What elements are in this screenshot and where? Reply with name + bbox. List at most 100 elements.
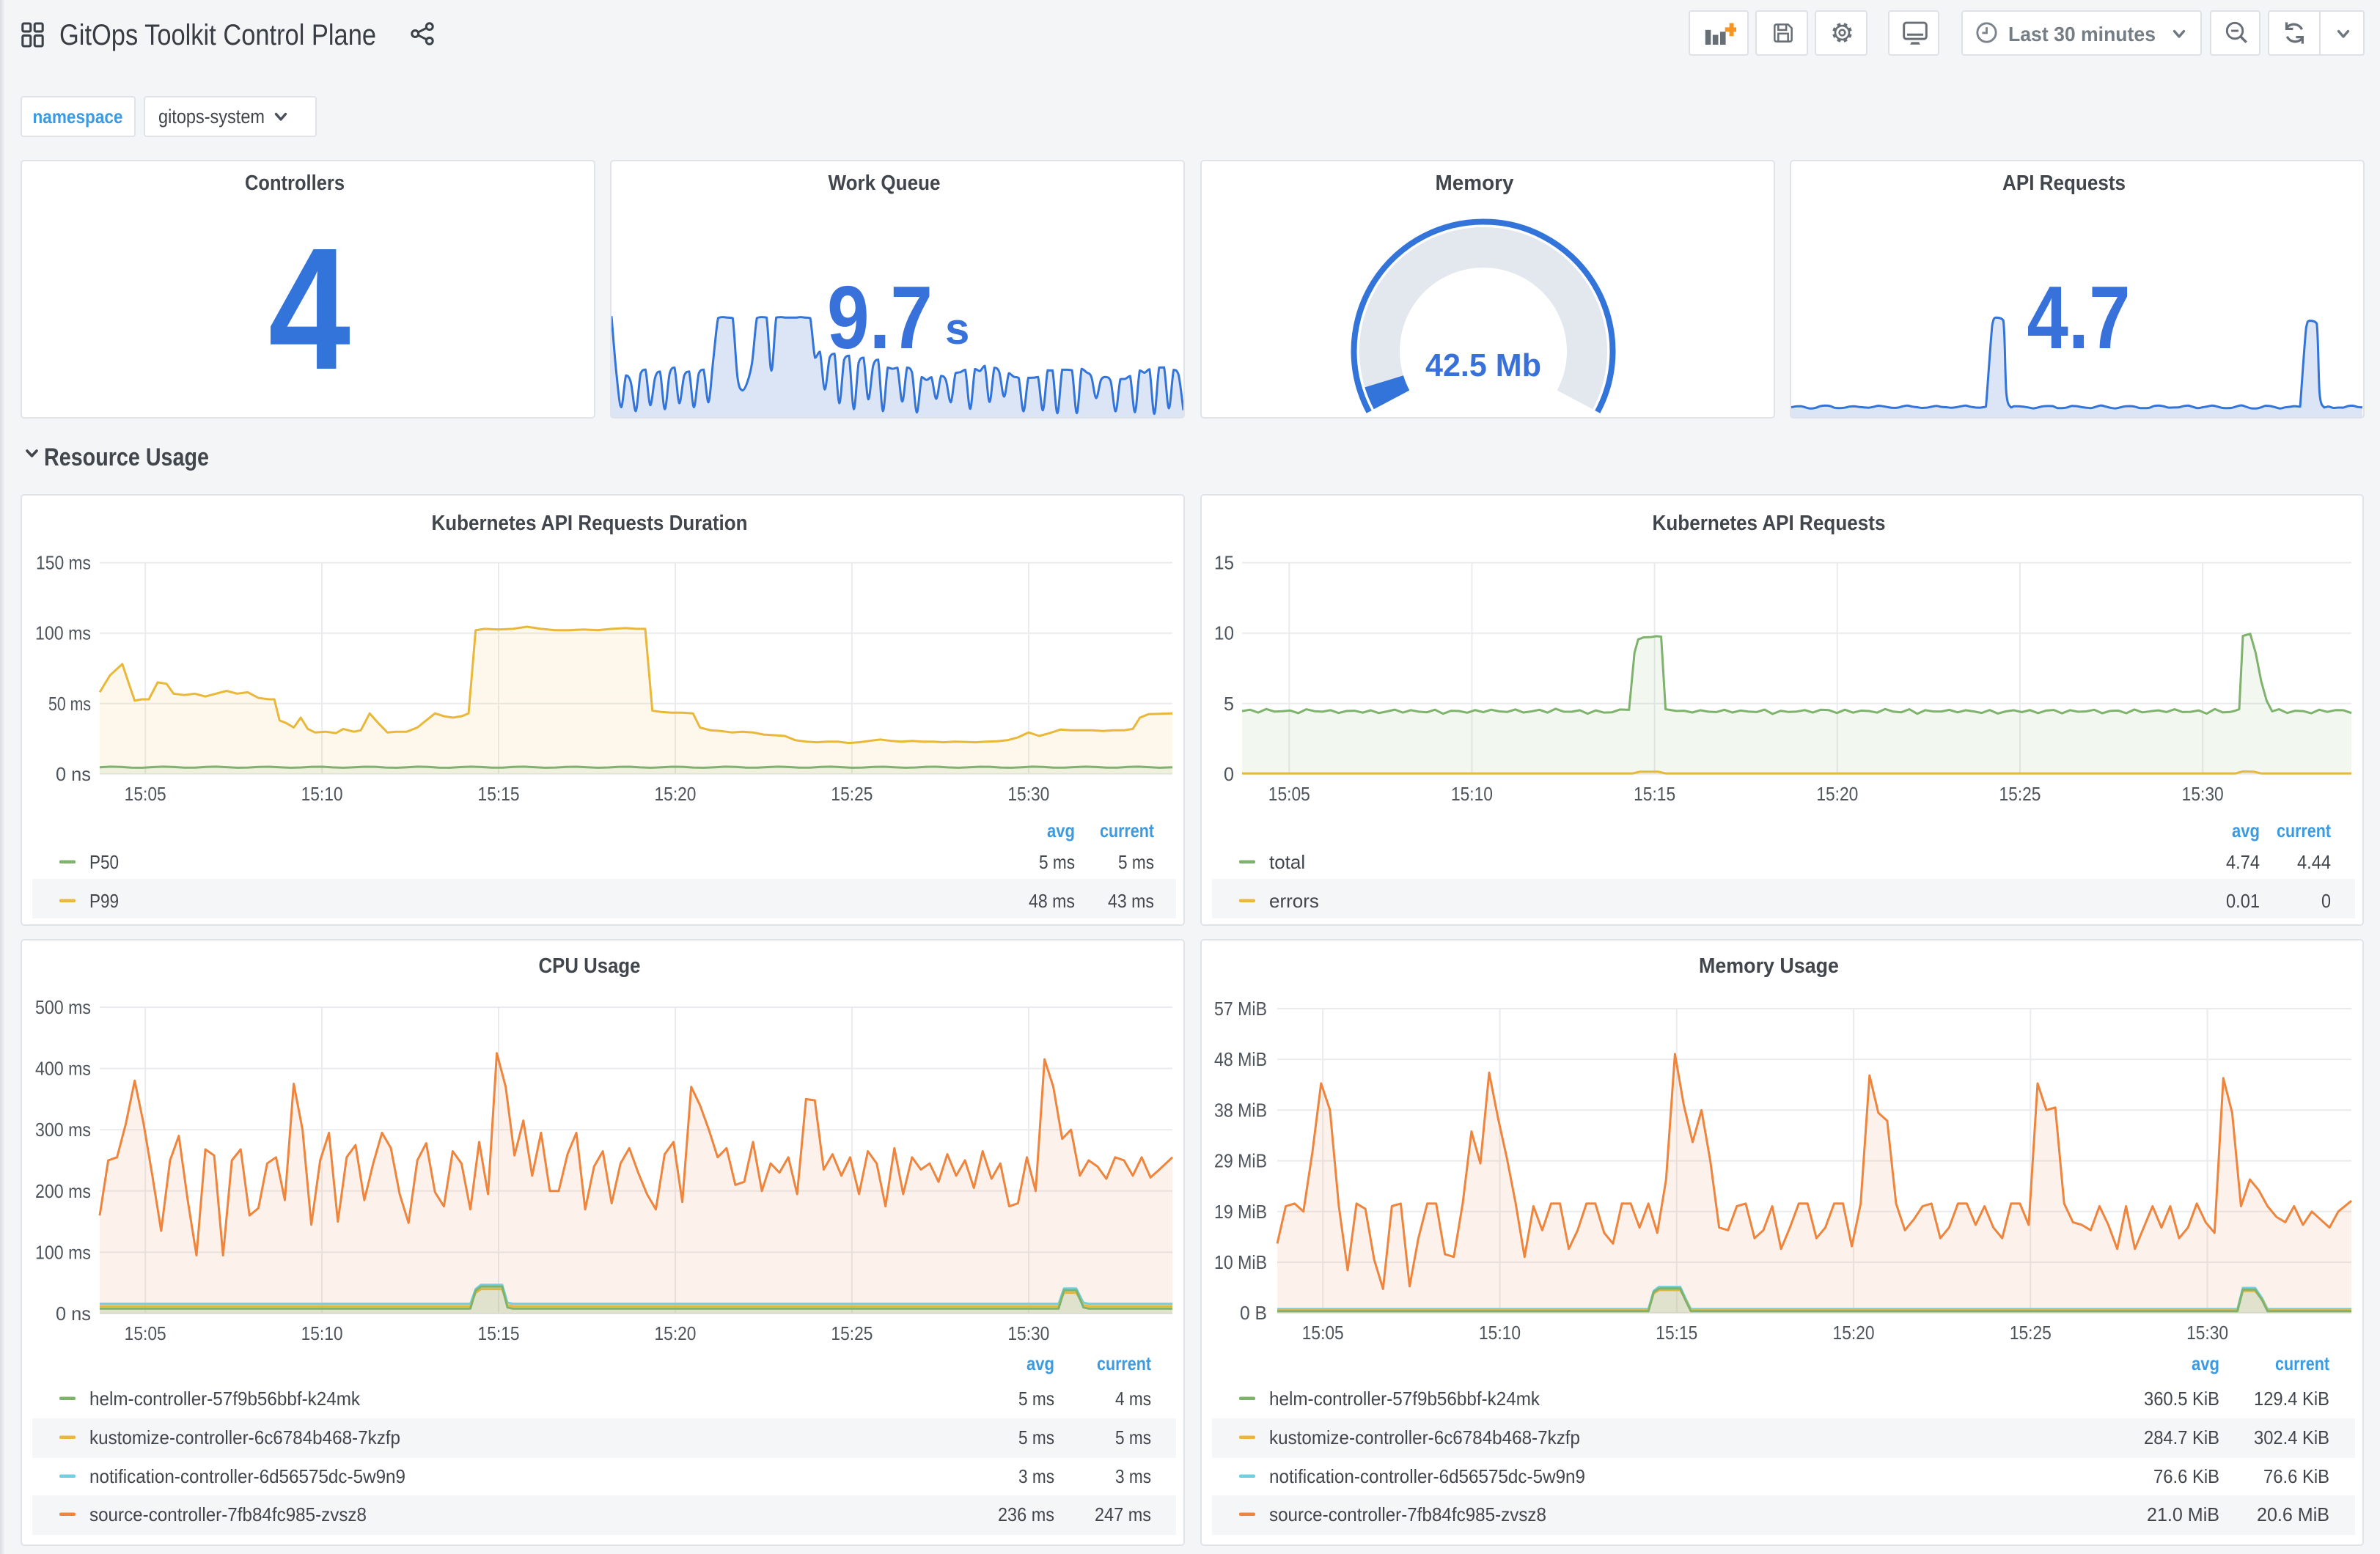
svg-text:0: 0 bbox=[1224, 763, 1234, 785]
svg-text:500 ms: 500 ms bbox=[35, 996, 91, 1018]
svg-text:15:15: 15:15 bbox=[1656, 1322, 1697, 1344]
svg-text:15:30: 15:30 bbox=[1007, 783, 1049, 805]
svg-text:4: 4 bbox=[268, 212, 350, 406]
svg-text:19 MiB: 19 MiB bbox=[1214, 1201, 1267, 1223]
svg-text:current: current bbox=[1100, 820, 1154, 842]
svg-text:15:10: 15:10 bbox=[1451, 783, 1493, 805]
svg-text:48 MiB: 48 MiB bbox=[1214, 1048, 1267, 1070]
svg-text:48 ms: 48 ms bbox=[1029, 890, 1075, 912]
svg-text:5: 5 bbox=[1224, 693, 1234, 715]
svg-text:avg: avg bbox=[2192, 1352, 2219, 1374]
svg-text:4.7: 4.7 bbox=[2027, 268, 2131, 367]
svg-text:302.4 KiB: 302.4 KiB bbox=[2254, 1426, 2329, 1448]
svg-text:kustomize-controller-6c6784b46: kustomize-controller-6c6784b468-7kzfp bbox=[1269, 1426, 1580, 1448]
svg-text:Kubernetes API Requests Durati: Kubernetes API Requests Duration bbox=[432, 512, 748, 535]
svg-text:5 ms: 5 ms bbox=[1018, 1388, 1054, 1410]
svg-text:avg: avg bbox=[1047, 820, 1075, 842]
svg-text:15:05: 15:05 bbox=[125, 1322, 166, 1344]
svg-text:15:25: 15:25 bbox=[2010, 1322, 2052, 1344]
svg-text:0 ns: 0 ns bbox=[56, 763, 91, 785]
svg-text:42.5 Mb: 42.5 Mb bbox=[1425, 347, 1541, 383]
svg-text:10 MiB: 10 MiB bbox=[1214, 1251, 1267, 1273]
svg-text:15:10: 15:10 bbox=[1479, 1322, 1521, 1344]
svg-text:avg: avg bbox=[2232, 820, 2260, 842]
svg-text:5 ms: 5 ms bbox=[1115, 1426, 1151, 1448]
svg-text:284.7 KiB: 284.7 KiB bbox=[2144, 1426, 2219, 1448]
svg-text:15:30: 15:30 bbox=[2186, 1322, 2228, 1344]
svg-text:Memory Usage: Memory Usage bbox=[1699, 954, 1839, 978]
svg-text:15:20: 15:20 bbox=[654, 783, 696, 805]
svg-text:CPU Usage: CPU Usage bbox=[539, 954, 641, 978]
svg-text:total: total bbox=[1269, 851, 1305, 873]
svg-text:0 B: 0 B bbox=[1240, 1302, 1267, 1324]
svg-text:247 ms: 247 ms bbox=[1095, 1503, 1151, 1525]
svg-text:notification-controller-6d5657: notification-controller-6d56575dc-5w9n9 bbox=[89, 1465, 405, 1487]
svg-text:50 ms: 50 ms bbox=[48, 693, 91, 715]
svg-text:15: 15 bbox=[1214, 552, 1234, 574]
svg-text:360.5 KiB: 360.5 KiB bbox=[2144, 1388, 2219, 1410]
svg-text:15:30: 15:30 bbox=[2182, 783, 2224, 805]
svg-text:Controllers: Controllers bbox=[245, 172, 345, 195]
svg-text:0 ns: 0 ns bbox=[56, 1303, 91, 1325]
svg-text:10: 10 bbox=[1214, 622, 1234, 644]
svg-text:15:05: 15:05 bbox=[1268, 783, 1310, 805]
svg-text:15:10: 15:10 bbox=[301, 1322, 343, 1344]
svg-text:15:15: 15:15 bbox=[478, 783, 520, 805]
svg-text:errors: errors bbox=[1269, 890, 1319, 912]
svg-text:400 ms: 400 ms bbox=[35, 1058, 91, 1080]
svg-text:21.0 MiB: 21.0 MiB bbox=[2147, 1503, 2219, 1525]
svg-text:current: current bbox=[2275, 1352, 2329, 1374]
svg-text:15:25: 15:25 bbox=[1999, 783, 2041, 805]
svg-text:15:15: 15:15 bbox=[1634, 783, 1675, 805]
svg-text:kustomize-controller-6c6784b46: kustomize-controller-6c6784b468-7kzfp bbox=[89, 1426, 400, 1448]
svg-text:0: 0 bbox=[2321, 890, 2331, 912]
svg-text:300 ms: 300 ms bbox=[35, 1119, 91, 1141]
svg-text:15:10: 15:10 bbox=[301, 783, 343, 805]
svg-text:76.6 KiB: 76.6 KiB bbox=[2263, 1465, 2329, 1487]
svg-text:source-controller-7fb84fc985-z: source-controller-7fb84fc985-zvsz8 bbox=[89, 1503, 367, 1525]
svg-text:15:20: 15:20 bbox=[1833, 1322, 1875, 1344]
svg-text:9.7: 9.7 bbox=[827, 268, 933, 367]
svg-text:avg: avg bbox=[1026, 1352, 1054, 1374]
svg-text:3 ms: 3 ms bbox=[1018, 1465, 1054, 1487]
svg-text:200 ms: 200 ms bbox=[35, 1180, 91, 1202]
svg-text:15:30: 15:30 bbox=[1007, 1322, 1049, 1344]
svg-text:5 ms: 5 ms bbox=[1039, 851, 1075, 873]
svg-text:15:20: 15:20 bbox=[654, 1322, 696, 1344]
svg-text:20.6 MiB: 20.6 MiB bbox=[2257, 1503, 2329, 1525]
svg-text:4 ms: 4 ms bbox=[1115, 1388, 1151, 1410]
svg-text:29 MiB: 29 MiB bbox=[1214, 1150, 1267, 1172]
svg-text:38 MiB: 38 MiB bbox=[1214, 1099, 1267, 1121]
svg-text:15:25: 15:25 bbox=[831, 1322, 873, 1344]
svg-text:15:20: 15:20 bbox=[1816, 783, 1858, 805]
svg-text:43 ms: 43 ms bbox=[1108, 890, 1154, 912]
svg-text:4.44: 4.44 bbox=[2297, 851, 2331, 873]
svg-text:API Requests: API Requests bbox=[2002, 172, 2126, 195]
svg-text:57 MiB: 57 MiB bbox=[1214, 998, 1267, 1020]
svg-text:100 ms: 100 ms bbox=[35, 622, 91, 644]
svg-text:GitOps Toolkit Control Plane: GitOps Toolkit Control Plane bbox=[59, 19, 376, 51]
svg-text:notification-controller-6d5657: notification-controller-6d56575dc-5w9n9 bbox=[1269, 1465, 1585, 1487]
svg-text:source-controller-7fb84fc985-z: source-controller-7fb84fc985-zvsz8 bbox=[1269, 1503, 1546, 1525]
svg-text:helm-controller-57f9b56bbf-k24: helm-controller-57f9b56bbf-k24mk bbox=[1269, 1388, 1540, 1410]
svg-text:Resource Usage: Resource Usage bbox=[44, 443, 209, 471]
svg-text:5 ms: 5 ms bbox=[1018, 1426, 1054, 1448]
svg-text:100 ms: 100 ms bbox=[35, 1241, 91, 1263]
svg-text:0.01: 0.01 bbox=[2226, 890, 2260, 912]
svg-text:3 ms: 3 ms bbox=[1115, 1465, 1151, 1487]
svg-text:Last 30 minutes: Last 30 minutes bbox=[2008, 23, 2156, 45]
svg-text:Kubernetes API Requests: Kubernetes API Requests bbox=[1653, 512, 1886, 535]
svg-text:P50: P50 bbox=[89, 851, 119, 873]
svg-text:current: current bbox=[2277, 820, 2331, 842]
svg-text:4.74: 4.74 bbox=[2226, 851, 2260, 873]
svg-text:76.6 KiB: 76.6 KiB bbox=[2153, 1465, 2219, 1487]
svg-text:P99: P99 bbox=[89, 890, 119, 912]
svg-text:15:25: 15:25 bbox=[831, 783, 873, 805]
svg-text:namespace: namespace bbox=[33, 106, 123, 128]
svg-text:gitops-system: gitops-system bbox=[158, 106, 265, 128]
svg-text:Memory: Memory bbox=[1436, 172, 1514, 195]
svg-text:5 ms: 5 ms bbox=[1118, 851, 1154, 873]
svg-text:15:05: 15:05 bbox=[125, 783, 166, 805]
svg-text:236 ms: 236 ms bbox=[998, 1503, 1054, 1525]
svg-text:15:15: 15:15 bbox=[478, 1322, 520, 1344]
